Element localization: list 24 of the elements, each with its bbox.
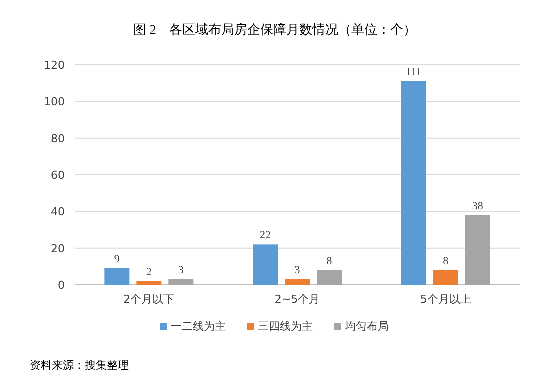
- data-label: 8: [443, 255, 450, 268]
- y-tick-label: 40: [51, 206, 65, 219]
- y-tick-label: 80: [51, 132, 65, 146]
- data-label: 22: [260, 230, 271, 242]
- y-tick-label: 120: [44, 59, 65, 72]
- data-label: 38: [472, 200, 484, 212]
- y-tick-label: 0: [58, 279, 65, 292]
- y-tick-label: 20: [51, 242, 65, 256]
- legend-label: 三四线为主: [258, 320, 313, 333]
- y-tick-label: 60: [51, 169, 65, 182]
- x-tick-label: 5个月以上: [420, 293, 472, 306]
- data-label: 111: [406, 66, 422, 78]
- legend-label: 均匀布局: [344, 320, 389, 333]
- y-tick-label: 100: [44, 96, 65, 109]
- data-label: 3: [178, 264, 184, 276]
- data-label: 3: [294, 264, 301, 276]
- x-tick-label: 2~5个月: [274, 293, 320, 306]
- legend-label: 一二线为主: [171, 320, 226, 333]
- data-label: 8: [326, 255, 333, 268]
- text: 资料来源：搜集整理: [30, 359, 129, 372]
- x-tick-label: 2个月以下: [124, 293, 175, 306]
- data-label: 9: [114, 254, 120, 266]
- chart-title: 图 2 各区域布局房企保障月数情况（单位：个）: [134, 22, 416, 37]
- data-label: 2: [146, 266, 152, 278]
